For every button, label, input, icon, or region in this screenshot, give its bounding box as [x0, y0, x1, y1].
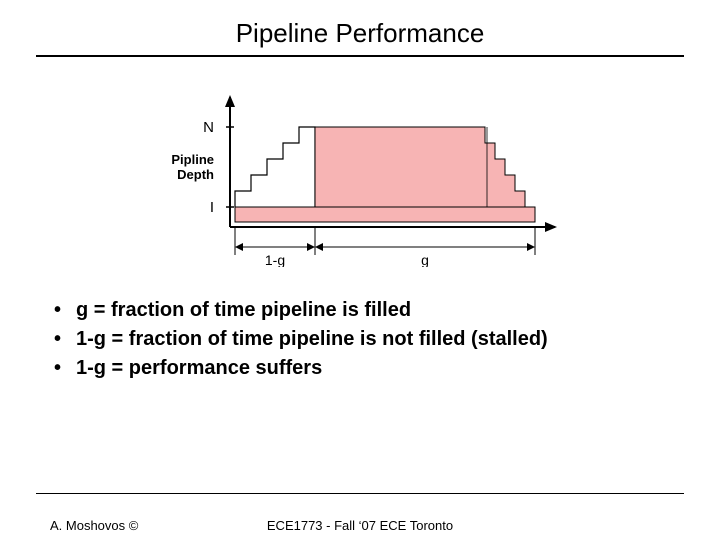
list-item: 1-g = fraction of time pipeline is not f… [50, 326, 720, 353]
svg-text:N: N [203, 119, 214, 136]
pipeline-chart: 1-g g N I PiplineDepth [125, 77, 595, 267]
svg-text:1-g: 1-g [265, 252, 285, 267]
footer-rule [36, 493, 684, 494]
title-underline [36, 55, 684, 57]
bullet-list: g = fraction of time pipeline is filled … [50, 297, 720, 382]
chart-svg: 1-g g N I PiplineDepth [125, 77, 595, 267]
list-item: 1-g = performance suffers [50, 355, 720, 382]
footer-course: ECE1773 - Fall ‘07 ECE Toronto [50, 518, 670, 533]
svg-text:Pipline: Pipline [171, 152, 214, 167]
list-item: g = fraction of time pipeline is filled [50, 297, 720, 324]
svg-text:I: I [210, 199, 214, 216]
page-title: Pipeline Performance [0, 0, 720, 55]
svg-text:g: g [421, 252, 429, 267]
svg-text:Depth: Depth [177, 167, 214, 182]
